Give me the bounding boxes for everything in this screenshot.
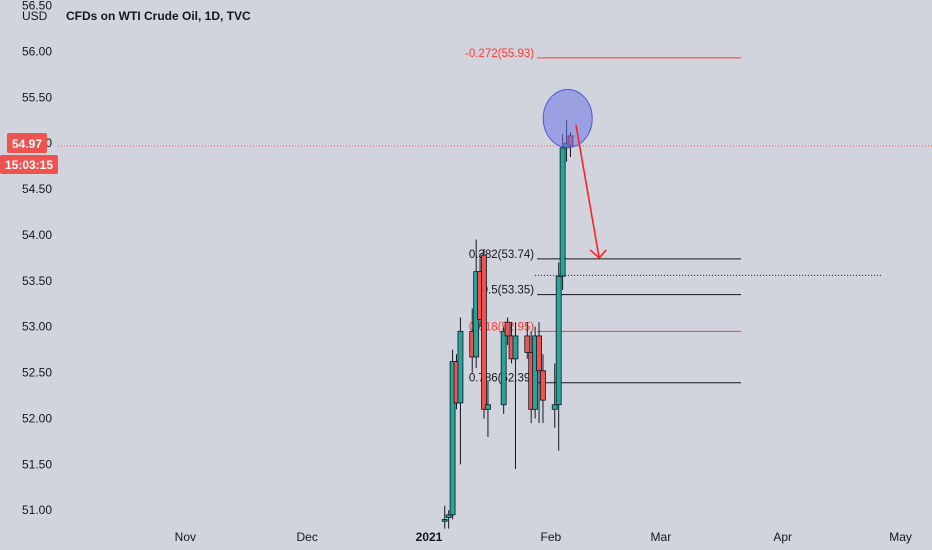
candle-body [500, 330, 507, 406]
candle-body [524, 335, 531, 353]
chart-title: CFDs on WTI Crude Oil, 1D, TVC [66, 9, 251, 23]
y-tick-label: 52.00 [22, 411, 52, 425]
candle-body [532, 335, 539, 410]
bar-countdown-badge: 15:03:15 [0, 155, 58, 174]
x-tick-label: Apr [773, 530, 792, 544]
y-tick-label: 55.50 [22, 90, 52, 104]
y-tick-label: 54.00 [22, 228, 52, 242]
last-price-badge: 54.97 [7, 133, 47, 153]
trend-arrow[interactable] [575, 124, 607, 260]
y-tick-label: 51.00 [22, 503, 52, 517]
candle-body [559, 147, 566, 277]
x-tick-label: Dec [296, 530, 317, 544]
y-tick-label: 56.00 [22, 44, 52, 58]
y-tick-label: 56.50 [22, 0, 52, 13]
y-tick-label: 53.00 [22, 320, 52, 334]
candle-body [449, 361, 456, 516]
candle-body [504, 321, 511, 337]
x-tick-label: Mar [651, 530, 672, 544]
highlight-ellipse[interactable] [542, 88, 593, 148]
svg-text:54.97: 54.97 [12, 137, 42, 151]
x-tick-label: Nov [175, 530, 196, 544]
y-tick-label: 54.50 [22, 182, 52, 196]
fib-level-label: 0.5(53.35) [482, 285, 535, 297]
y-tick-label: 52.50 [22, 366, 52, 380]
candle-body [481, 254, 487, 410]
y-tick-label: 51.50 [22, 457, 52, 471]
fib-level-label: 0.382(53.74) [469, 249, 534, 261]
candle-body [445, 514, 452, 518]
candle-body [555, 275, 562, 406]
x-tick-label: Feb [540, 530, 561, 544]
svg-text:15:03:15: 15:03:15 [5, 158, 53, 172]
x-tick-label: May [889, 530, 912, 544]
candle-body [512, 335, 519, 360]
y-tick-label: 53.50 [22, 274, 52, 288]
candle-body [441, 519, 448, 522]
candle-body [551, 404, 558, 410]
candlestick-series [441, 120, 574, 529]
fib-level-label: -0.272(55.93) [465, 48, 534, 60]
candle-body [536, 335, 542, 372]
candle-body [485, 404, 491, 410]
time-axis[interactable]: Nov Dec 2021 Feb Mar Apr May [175, 530, 912, 544]
candle-body [540, 370, 546, 401]
currency-unit-label: USD [22, 9, 48, 23]
x-tick-label: 2021 [416, 530, 443, 544]
candle-body [457, 330, 464, 404]
